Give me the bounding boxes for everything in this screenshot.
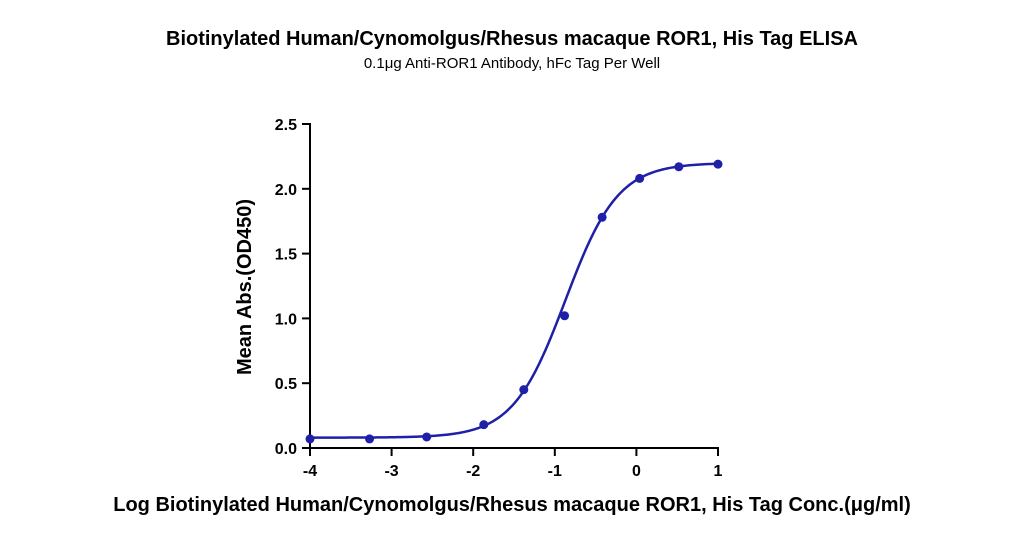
chart-title: Biotinylated Human/Cynomolgus/Rhesus mac… [166, 28, 858, 50]
data-point [519, 385, 529, 395]
data-point [479, 420, 489, 430]
x-tick-label: 1 [714, 463, 723, 480]
axes [309, 123, 719, 449]
data-point [365, 434, 375, 444]
x-tick-label: -2 [466, 463, 480, 480]
x-tick-label: 0 [632, 463, 641, 480]
data-points [305, 159, 723, 444]
data-point [635, 173, 645, 183]
data-point [597, 212, 607, 222]
y-tick-label: 2.0 [275, 182, 297, 199]
chart-subtitle: 0.1μg Anti-ROR1 Antibody, hFc Tag Per We… [364, 55, 660, 72]
x-tick-label: -3 [384, 463, 398, 480]
y-tick-label: 1.0 [275, 311, 297, 328]
data-point [422, 432, 432, 442]
x-tick-label: -1 [548, 463, 562, 480]
x-ticks: -4 -3 -2 -1 0 1 [303, 448, 723, 480]
y-tick-label: 0.0 [275, 441, 297, 458]
y-axis-label: Mean Abs.(OD450) [234, 199, 256, 375]
data-point [305, 434, 315, 444]
data-point [713, 159, 723, 169]
data-point [674, 162, 684, 172]
data-point [560, 311, 570, 321]
y-ticks: 0.0 0.5 1.0 1.5 2.0 2.5 [275, 117, 310, 458]
y-tick-label: 1.5 [275, 247, 297, 264]
y-tick-label: 0.5 [275, 376, 297, 393]
y-tick-label: 2.5 [275, 117, 297, 134]
x-axis-label: Log Biotinylated Human/Cynomolgus/Rhesus… [113, 494, 911, 516]
x-tick-label: -4 [303, 463, 317, 480]
fit-curve [309, 162, 719, 439]
